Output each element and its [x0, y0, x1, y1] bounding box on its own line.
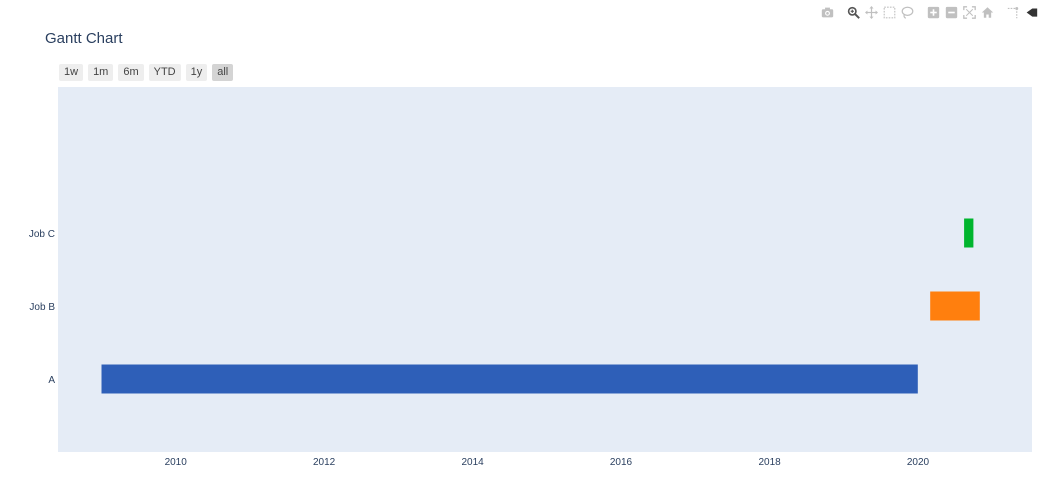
pan-icon[interactable] — [863, 4, 879, 20]
range-button-all[interactable]: all — [212, 64, 234, 81]
gantt-bar-a[interactable] — [101, 364, 918, 394]
zoom-icon[interactable] — [845, 4, 861, 20]
gantt-bar-job-c[interactable] — [964, 218, 974, 248]
spikelines-icon[interactable] — [1005, 4, 1021, 20]
zoom-in-icon[interactable] — [925, 4, 941, 20]
modebar-group — [818, 4, 836, 20]
camera-icon[interactable] — [819, 4, 835, 20]
y-tick-label: Job C — [29, 229, 55, 240]
box-select-icon[interactable] — [881, 4, 897, 20]
autoscale-icon[interactable] — [961, 4, 977, 20]
range-selector: 1w 1m 6m YTD 1y all — [59, 64, 238, 81]
x-tick-label: 2010 — [165, 457, 188, 468]
x-tick-label: 2014 — [461, 457, 484, 468]
x-tick-label: 2016 — [610, 457, 633, 468]
y-tick-label: Job B — [29, 302, 55, 313]
reset-axes-icon[interactable] — [979, 4, 995, 20]
x-tick-labels: 2010 2012 2014 2016 2018 2020 — [165, 457, 930, 468]
range-button-1y[interactable]: 1y — [185, 64, 208, 81]
modebar-group — [1004, 4, 1040, 20]
range-button-1m[interactable]: 1m — [88, 64, 114, 81]
bars-layer — [101, 218, 980, 394]
x-tick-label: 2020 — [907, 457, 930, 468]
y-tick-labels: A Job B Job C — [29, 229, 55, 386]
range-button-1w[interactable]: 1w — [59, 64, 84, 81]
modebar-group — [924, 4, 996, 20]
gantt-bar-job-b[interactable] — [930, 291, 980, 321]
chart-title: Gantt Chart — [45, 30, 123, 47]
x-tick-label: 2012 — [313, 457, 336, 468]
range-button-6m[interactable]: 6m — [118, 64, 144, 81]
range-button-ytd[interactable]: YTD — [148, 64, 181, 81]
modebar-group — [844, 4, 916, 20]
plot-area[interactable] — [58, 87, 1032, 452]
y-tick-label: A — [48, 375, 55, 386]
lasso-select-icon[interactable] — [899, 4, 915, 20]
x-tick-label: 2018 — [758, 457, 781, 468]
hover-closest-icon[interactable] — [1023, 4, 1039, 20]
modebar — [810, 2, 1040, 22]
zoom-out-icon[interactable] — [943, 4, 959, 20]
